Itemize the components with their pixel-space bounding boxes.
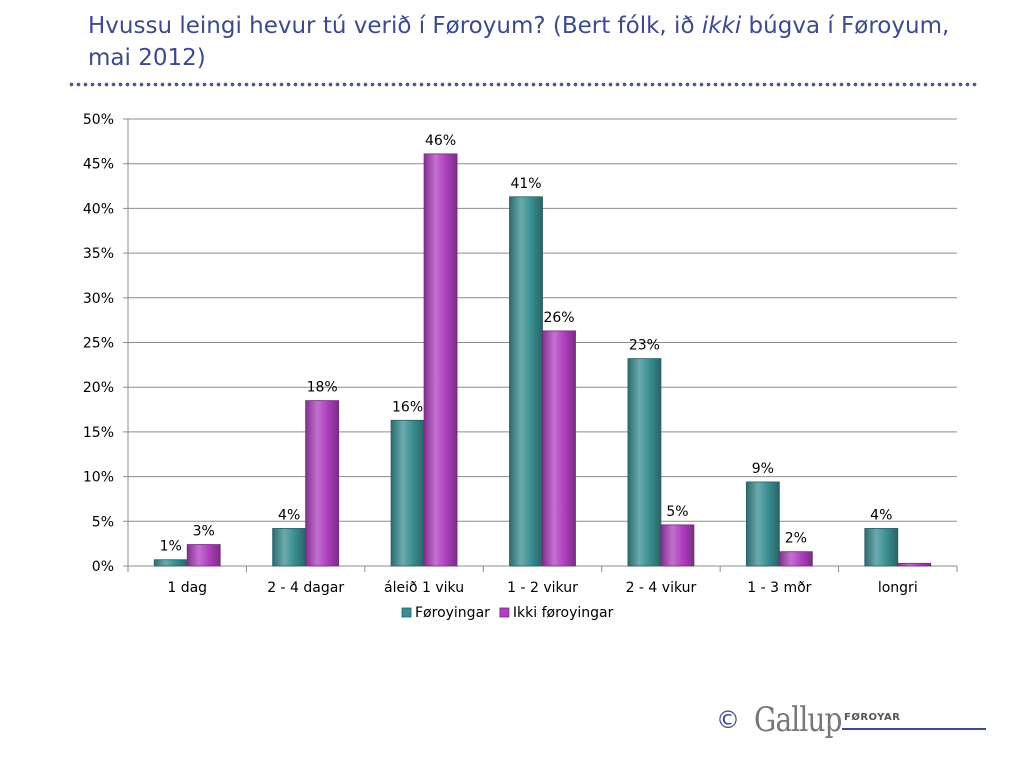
- bar: [153, 559, 188, 567]
- data-label: 9%: [752, 461, 774, 477]
- bar: [390, 419, 425, 567]
- bar: [305, 400, 340, 567]
- x-tick-label: 2 - 4 vikur: [626, 580, 697, 596]
- logo-underline: [842, 728, 986, 730]
- x-tick-label: áleið 1 viku: [384, 580, 464, 596]
- data-label: 16%: [392, 399, 423, 415]
- legend-swatch: [401, 607, 412, 618]
- bar: [745, 481, 780, 567]
- data-label: 1%: [160, 539, 182, 555]
- y-tick-label: 35%: [83, 246, 114, 262]
- legend-label: Ikki føroyingar: [513, 605, 614, 621]
- x-tick-label: 2 - 4 dagar: [267, 580, 344, 596]
- x-tick-label: 1 - 3 mðr: [747, 580, 811, 596]
- chart-title: Hvussu leingi hevur tú verið í Føroyum? …: [88, 13, 950, 71]
- bar: [660, 524, 695, 567]
- bar: [627, 358, 662, 567]
- x-tick-label: longri: [878, 580, 918, 596]
- title-dotted-divider: [68, 82, 978, 87]
- logo-sub-text: FØROYAR: [844, 712, 901, 723]
- bar: [542, 330, 576, 567]
- bar: [897, 562, 932, 567]
- y-tick-label: 50%: [83, 112, 114, 128]
- y-tick-label: 15%: [83, 425, 114, 441]
- data-label: 23%: [629, 338, 660, 354]
- bar: [778, 551, 813, 567]
- copyright-symbol: ©: [716, 706, 740, 734]
- legend-label: Føroyingar: [415, 605, 490, 621]
- y-tick-label: 0%: [92, 559, 114, 575]
- data-label: 5%: [666, 504, 688, 520]
- data-label: 4%: [870, 507, 892, 523]
- data-label: 3%: [193, 524, 215, 540]
- data-label: 4%: [278, 507, 300, 523]
- data-label: 26%: [543, 310, 574, 326]
- data-label: 46%: [425, 133, 456, 149]
- y-tick-label: 5%: [92, 514, 114, 530]
- bar: [864, 528, 899, 567]
- y-tick-label: 40%: [83, 201, 114, 217]
- y-tick-label: 45%: [83, 157, 114, 173]
- x-tick-label: 1 dag: [167, 580, 207, 596]
- y-tick-label: 10%: [83, 470, 114, 486]
- data-label: 2%: [785, 531, 807, 547]
- bar: [509, 196, 543, 567]
- y-tick-label: 25%: [83, 336, 114, 352]
- bar: [186, 544, 221, 567]
- gallup-logo: © Gallup FØROYAR: [716, 700, 988, 748]
- data-label: 41%: [510, 176, 541, 192]
- data-label: 18%: [307, 380, 338, 396]
- bar: [423, 153, 458, 567]
- x-tick-label: 1 - 2 vikur: [507, 580, 578, 596]
- legend-swatch: [499, 607, 510, 618]
- logo-brand-text: Gallup: [754, 700, 842, 740]
- bar: [272, 528, 307, 567]
- y-tick-label: 30%: [83, 291, 114, 307]
- y-tick-label: 20%: [83, 380, 114, 396]
